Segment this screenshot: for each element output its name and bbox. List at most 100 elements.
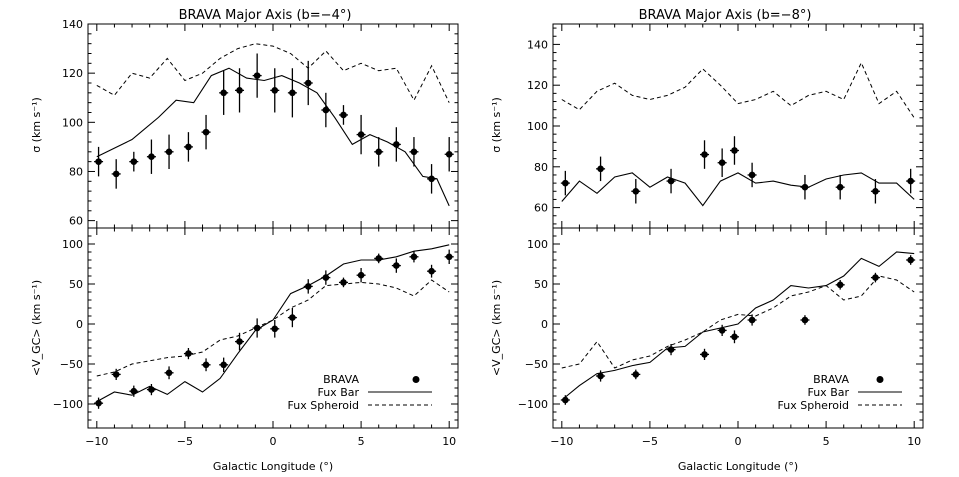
b8_sigma-brava-point (748, 171, 756, 179)
b8_vgc-brava-point (907, 256, 914, 264)
b8_sigma-brava-point (562, 179, 569, 187)
b4_vgc-ytick-label: 50 (69, 278, 83, 291)
b4_vgc-brava-point (375, 255, 383, 262)
b8_sigma-ytick-label: 100 (527, 120, 548, 133)
legend-right-fux-bar-label: Fux Bar (807, 386, 849, 399)
legend-right-brava-marker (876, 376, 884, 383)
b8_vgc-ytick-label: 0 (541, 318, 548, 331)
b4_vgc-brava-point (112, 371, 120, 378)
b4_sigma-brava-point (304, 79, 312, 87)
b8_vgc-ytick-label: −100 (518, 398, 548, 411)
b4_sigma-ytick-label: 100 (62, 116, 83, 129)
b4_sigma-ytick-label: 60 (69, 215, 83, 228)
b4_vgc-xtick-label: 5 (358, 435, 365, 448)
b8_vgc-brava-point (731, 333, 738, 341)
panel-left-sigma: 60 80 100 120 140 (62, 18, 459, 229)
left-panel-title: BRAVA Major Axis (b=−4°) (179, 8, 352, 23)
b4_sigma-brava-point (445, 150, 453, 158)
b8_vgc-xtick-label: 5 (823, 435, 830, 448)
b4_sigma-brava-point (202, 128, 210, 136)
legend-right-fux-spheroid-label: Fux Spheroid (778, 399, 849, 412)
b8_vgc-brava-point (632, 371, 640, 378)
b8_sigma-brava-point (667, 177, 675, 185)
b8_vgc-brava-point (748, 316, 756, 324)
b8_sigma-fux-spheroid-line (561, 61, 915, 119)
y-label-left-vgc-group: <V_GC> (km s⁻¹) (30, 280, 43, 376)
b4_vgc-brava-point (322, 274, 330, 281)
b4_vgc-brava-point (445, 253, 453, 261)
b4_vgc-xtick-label: −10 (85, 435, 108, 448)
y-label-left-sigma: σ (km s⁻¹) (30, 97, 43, 153)
b4_vgc-xtick-label: −5 (177, 435, 193, 448)
b4_sigma-ytick-label: 120 (62, 67, 83, 80)
b4_sigma-brava-point (148, 153, 155, 161)
b8_sigma-brava-point (718, 159, 726, 167)
b8_vgc-brava-point (718, 327, 726, 334)
b4_vgc-brava-point (289, 314, 296, 321)
b4_sigma-brava-point (340, 111, 347, 119)
b4_vgc-ytick-label: −50 (60, 358, 83, 371)
y-label-left-vgc: <V_GC> (km s⁻¹) (30, 280, 43, 376)
b8_vgc-brava-point (597, 372, 604, 380)
b8_sigma-brava-point (597, 165, 604, 173)
legend-left-fux-bar-label: Fux Bar (317, 386, 359, 399)
b4_vgc-brava-point (428, 267, 435, 275)
b4_vgc-brava-point (393, 262, 400, 269)
b4_sigma-ytick-label: 140 (62, 18, 83, 31)
b4_sigma-fux-bar-line (96, 67, 450, 207)
x-label-left: Galactic Longitude (°) (213, 460, 333, 473)
b4_sigma-brava-point (185, 143, 192, 151)
b4_vgc-ytick-label: 0 (76, 318, 83, 331)
b4_sigma-brava-point (410, 148, 418, 156)
b8_vgc-xtick-label: 0 (735, 435, 742, 448)
b8_vgc-xtick-label: −10 (550, 435, 573, 448)
b4_vgc-brava-point (410, 253, 418, 261)
b4_sigma-brava-point (375, 148, 383, 156)
b8_vgc-xtick-label: −5 (642, 435, 658, 448)
legend-right-brava-label: BRAVA (813, 373, 849, 386)
legend-right: BRAVA Fux Bar Fux Spheroid (778, 373, 902, 412)
b4_sigma-fux-spheroid-line (96, 43, 450, 103)
b4_vgc-brava-point (340, 279, 347, 286)
b8_vgc-ytick-label: −50 (525, 358, 548, 371)
b4_sigma-brava-point (165, 148, 173, 156)
y-label-right-vgc-group: <V_GC> (km s⁻¹) (490, 280, 503, 376)
b4_vgc-xtick-label: 10 (442, 435, 456, 448)
b8_vgc-brava-point (701, 351, 708, 358)
b8_sigma-ytick-label: 140 (527, 38, 548, 51)
right-panel-title: BRAVA Major Axis (b=−8°) (639, 8, 812, 23)
b4_vgc-brava-point (271, 325, 279, 333)
b4_sigma-ytick-label: 80 (69, 165, 83, 178)
b8_vgc-xtick-label: 10 (907, 435, 921, 448)
legend-left-fux-spheroid-label: Fux Spheroid (288, 399, 359, 412)
b8_vgc-brava-point (801, 316, 809, 324)
y-label-right-sigma-group: σ (km s⁻¹) (490, 97, 503, 153)
x-label-right: Galactic Longitude (°) (678, 460, 798, 473)
b4_vgc-fux-spheroid-line (96, 279, 450, 377)
b4_sigma-brava-point (220, 89, 227, 97)
b4_sigma-brava-point (289, 89, 296, 97)
b4_sigma-brava-point (253, 72, 261, 79)
y-label-right-sigma: σ (km s⁻¹) (490, 97, 503, 153)
b8_sigma-brava-point (731, 147, 738, 154)
b8_vgc-fux-spheroid-line (561, 275, 915, 369)
b8_sigma-brava-point (872, 187, 879, 195)
b4_sigma-brava-point (236, 87, 243, 94)
legend-left-brava-marker (412, 376, 420, 383)
b4_sigma-brava-point (322, 106, 330, 114)
b8_vgc-ytick-label: 100 (527, 238, 548, 251)
b4_sigma-brava-point (357, 131, 365, 138)
b8_sigma-ytick-label: 120 (527, 79, 548, 92)
b4_vgc-brava-point (165, 369, 173, 377)
b8_vgc-frame (552, 227, 924, 429)
b4_sigma-brava-point (95, 158, 102, 165)
legend-left-brava-label: BRAVA (323, 373, 359, 386)
b4_vgc-fux-bar-line (96, 244, 450, 403)
b4_vgc-xtick-label: 0 (270, 435, 277, 448)
b8_sigma-fux-bar-line (561, 172, 915, 207)
y-label-left-sigma-group: σ (km s⁻¹) (30, 97, 43, 153)
legend-left: BRAVA Fux Bar Fux Spheroid (288, 373, 432, 412)
b8_sigma-brava-point (632, 187, 640, 195)
